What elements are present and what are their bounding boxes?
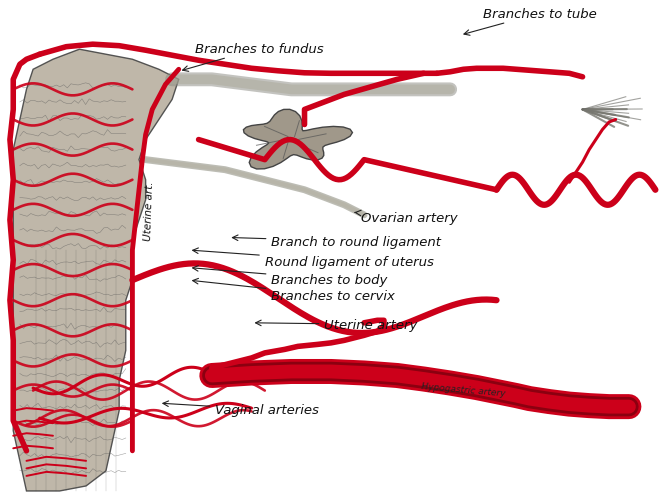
Text: Hypogastric artery: Hypogastric artery bbox=[421, 382, 506, 398]
Text: Branches to body: Branches to body bbox=[193, 266, 388, 286]
Text: Uterine artery: Uterine artery bbox=[256, 318, 418, 331]
Text: Branch to round ligament: Branch to round ligament bbox=[232, 235, 442, 248]
Polygon shape bbox=[13, 50, 179, 491]
Text: Branches to tube: Branches to tube bbox=[464, 8, 597, 36]
Text: Ovarian artery: Ovarian artery bbox=[355, 211, 457, 224]
Text: Branches to cervix: Branches to cervix bbox=[193, 279, 395, 303]
Text: Uterine art.: Uterine art. bbox=[143, 180, 155, 240]
Polygon shape bbox=[244, 110, 352, 170]
Text: Vaginal arteries: Vaginal arteries bbox=[163, 401, 319, 416]
Text: Round ligament of uterus: Round ligament of uterus bbox=[193, 248, 434, 269]
Text: Branches to fundus: Branches to fundus bbox=[183, 43, 324, 72]
